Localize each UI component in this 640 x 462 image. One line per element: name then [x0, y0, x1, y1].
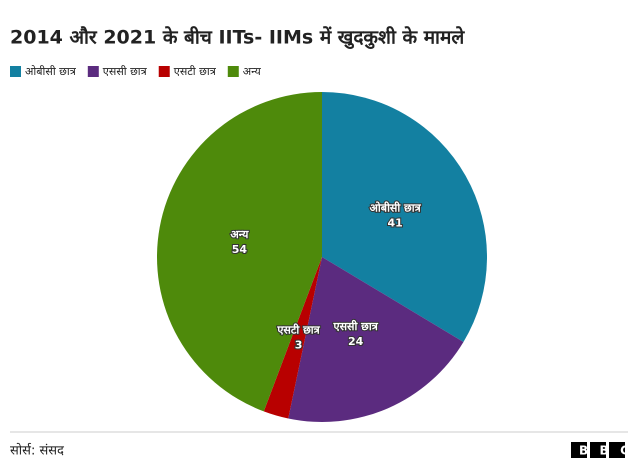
slice-label: एसटी छात्र	[276, 323, 320, 337]
data-label: 41	[387, 217, 402, 230]
slice-label: ओबीसी छात्र	[370, 201, 422, 215]
pie-slice	[288, 257, 464, 422]
logo: BBC	[571, 442, 640, 458]
legend-swatch	[227, 66, 239, 77]
legend-label: एससी छात्र	[103, 65, 148, 78]
pie-slice	[263, 257, 322, 419]
pie-slice	[156, 92, 322, 412]
legend-label: ओबीसी छात्र	[25, 65, 77, 78]
slice-label: अन्य	[230, 228, 249, 241]
legend-swatch	[158, 66, 170, 77]
source: सोर्स: संसद	[10, 443, 65, 459]
legend-label: एसटी छात्र	[174, 65, 217, 78]
legend-swatch	[87, 66, 99, 77]
data-label: 24	[348, 335, 364, 348]
chart-title: 2014 और 2021 के बीच IITs- IIMs में खुदकु…	[10, 26, 465, 50]
slice-label: एससी छात्र	[333, 319, 379, 333]
legend-swatch	[10, 66, 21, 77]
data-label: 3	[295, 339, 303, 352]
data-label: 54	[232, 243, 248, 256]
pie-slice	[322, 92, 487, 342]
legend-label: अन्य	[243, 65, 262, 78]
logo-text: BBC	[579, 444, 640, 458]
